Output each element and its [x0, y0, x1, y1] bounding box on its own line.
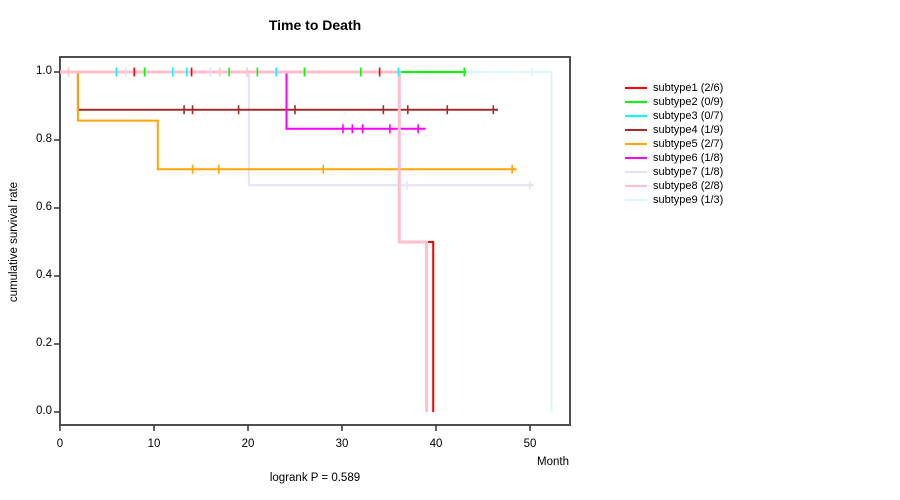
legend-item-subtype7: subtype7 (1/8) — [625, 165, 723, 179]
chart-title: Time to Death — [268, 17, 362, 33]
y-tick-label: 0.0 — [36, 405, 52, 417]
survival-curve-subtype1 — [60, 71, 435, 412]
x-tick-label: 0 — [56, 438, 64, 450]
legend-item-subtype1: subtype1 (2/6) — [625, 81, 723, 95]
x-tick-label: 30 — [335, 438, 349, 450]
logrank-p-text: logrank P = 0.589 — [269, 472, 361, 484]
legend-color-line — [625, 171, 647, 173]
y-tick-label: 0.6 — [36, 201, 52, 213]
legend-label: subtype9 (1/3) — [653, 194, 724, 206]
x-tick-label: 50 — [523, 438, 537, 450]
x-tick-label: 40 — [429, 438, 443, 450]
legend-label: subtype3 (0/7) — [653, 110, 724, 122]
legend-label: subtype5 (2/7) — [653, 138, 724, 150]
legend-color-line — [625, 115, 647, 117]
x-tick-label: 20 — [241, 438, 255, 450]
legend-item-subtype8: subtype8 (2/8) — [625, 179, 723, 193]
legend-color-line — [625, 199, 647, 201]
y-tick-label: 0.2 — [36, 337, 52, 349]
legend: subtype1 (2/6) subtype2 (0/9) subtype3 (0/… — [625, 81, 723, 207]
y-tick-label: 1.0 — [36, 65, 52, 77]
legend-item-subtype3: subtype3 (0/7) — [625, 109, 723, 123]
legend-color-line — [625, 129, 647, 131]
legend-color-line — [625, 185, 647, 187]
survival-curve-subtype8 — [60, 70, 429, 412]
survival-curve-subtype9 — [60, 71, 553, 412]
legend-item-subtype2: subtype2 (0/9) — [625, 95, 723, 109]
legend-color-line — [625, 157, 647, 159]
legend-item-subtype4: subtype4 (1/9) — [625, 123, 723, 137]
x-tick-label: 10 — [147, 438, 161, 450]
survival-curve-subtype5 — [60, 71, 517, 171]
legend-label: subtype8 (2/8) — [653, 180, 724, 192]
y-tick-label: 0.4 — [36, 269, 52, 281]
legend-label: subtype4 (1/9) — [653, 124, 724, 136]
legend-color-line — [625, 101, 647, 103]
survival-curve-subtype4 — [60, 71, 498, 111]
plot-box — [59, 56, 571, 426]
legend-label: subtype1 (2/6) — [653, 82, 724, 94]
y-tick-label: 0.8 — [36, 133, 52, 145]
x-axis-label: Month — [537, 456, 569, 468]
legend-color-line — [625, 87, 647, 89]
legend-color-line — [625, 143, 647, 145]
legend-label: subtype2 (0/9) — [653, 96, 724, 108]
legend-label: subtype7 (1/8) — [653, 166, 724, 178]
legend-item-subtype9: subtype9 (1/3) — [625, 193, 723, 207]
legend-label: subtype6 (1/8) — [653, 152, 724, 164]
legend-item-subtype5: subtype5 (2/7) — [625, 137, 723, 151]
legend-item-subtype6: subtype6 (1/8) — [625, 151, 723, 165]
